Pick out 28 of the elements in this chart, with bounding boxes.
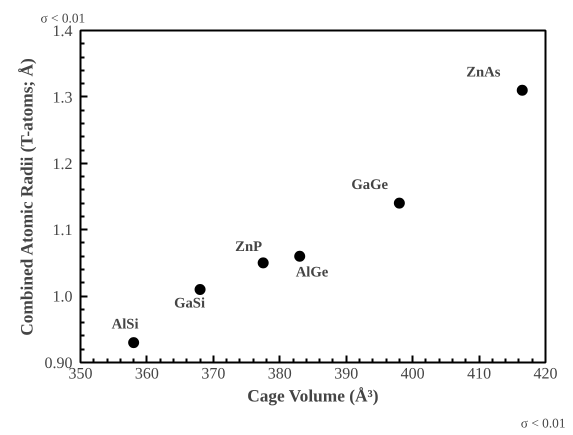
x-tick-label: 370 xyxy=(201,366,226,382)
text: σ < 0.01 xyxy=(520,416,566,430)
annotation: AlSi xyxy=(112,316,139,333)
y-tick-label: 1.1 xyxy=(52,222,72,240)
y-tick-label: 1.0 xyxy=(52,288,72,306)
x-tick-label: 410 xyxy=(467,366,492,382)
annotation: GaGe xyxy=(351,177,388,194)
annotation: ZnAs xyxy=(466,64,501,80)
point xyxy=(516,84,528,96)
x-tick-label: 380 xyxy=(268,366,292,382)
y-tick-label: 1.4 xyxy=(52,23,72,40)
x-tick-label: 390 xyxy=(334,366,358,382)
y-axis-title: Combined Atomic Radii (T-atoms; Å) xyxy=(18,58,36,336)
x-axis-title: Cage Volume (Å³) xyxy=(247,386,379,406)
x-tick-label: 360 xyxy=(134,366,159,382)
point xyxy=(394,198,405,209)
x-tick-label: 400 xyxy=(400,366,425,382)
point xyxy=(294,250,306,262)
text: σ < 0.01 xyxy=(40,10,86,26)
point xyxy=(258,257,269,268)
annotation: GaSi xyxy=(174,295,206,312)
annotation: AlGe xyxy=(296,264,329,280)
point xyxy=(194,284,206,295)
annotation: ZnP xyxy=(235,238,262,255)
point xyxy=(128,337,140,348)
x-tick-label: 420 xyxy=(534,366,558,382)
y-tick-label: 1.3 xyxy=(52,89,72,106)
y-tick-label: 1.2 xyxy=(52,156,72,173)
